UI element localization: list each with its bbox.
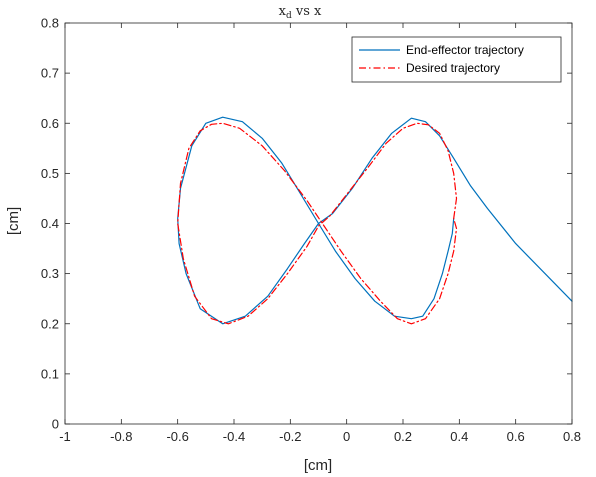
x-tick-label: -0.2 [279,429,301,444]
desired-trajectory-line [177,122,458,325]
legend-label: End-effector trajectory [406,43,524,57]
x-tick-label: -0.8 [110,429,132,444]
y-tick-label: 0.4 [41,216,59,231]
y-tick-label: 0.5 [41,166,59,181]
legend-label: Desired trajectory [406,61,500,75]
x-axis-label: [cm] [304,457,332,474]
y-tick-label: 0.2 [41,316,59,331]
y-tick-label: 0.3 [41,266,59,281]
y-tick-label: 0 [52,417,59,432]
x-tick-label: 0 [343,429,350,444]
legend: End-effector trajectory Desired trajector… [351,36,562,83]
x-tick-label: 0.2 [394,429,412,444]
x-tick-label: -0.4 [223,429,245,444]
axes: -1 -0.8 -0.6 -0.4 -0.2 0 0.2 0.4 0.6 0.8 0 0.1 0.2 0.… [41,16,581,445]
y-axis-label: [cm] [5,207,22,235]
x-tick-label: 0.6 [507,429,525,444]
y-tick-label: 0.6 [41,116,59,131]
chart-title-subscript: d [286,11,292,21]
x-tick-label: 0.8 [563,429,581,444]
series-layer [177,116,573,325]
y-tick-label: 0.7 [41,66,59,81]
y-tick-label: 0.1 [41,366,59,381]
x-tick-label: -1 [59,429,71,444]
chart-title-rest: vs x [292,4,322,19]
x-tick-label: 0.4 [450,429,468,444]
y-tick-label: 0.8 [41,16,59,31]
x-tick-label: -0.6 [166,429,188,444]
chart-title: xd vs x [279,4,322,21]
legend-box [351,36,562,83]
